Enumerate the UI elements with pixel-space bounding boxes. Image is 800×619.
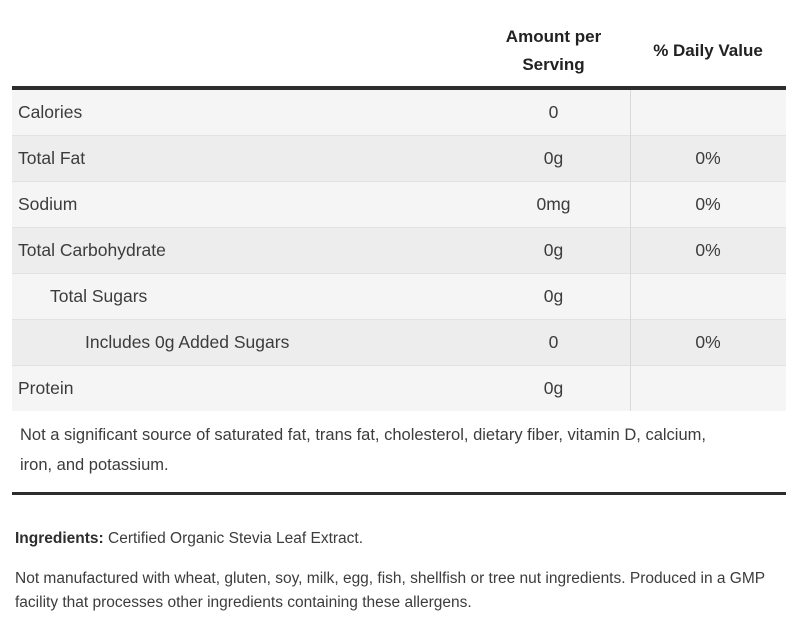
- table-row: Protein 0g: [12, 366, 786, 411]
- table-body: Calories 0 Total Fat 0g 0% Sodium 0mg 0% Total C…: [12, 86, 786, 411]
- row-amount-value: 0g: [543, 286, 564, 306]
- row-amount-value: 0mg: [536, 194, 571, 214]
- row-amount-value: 0g: [543, 378, 564, 398]
- column-divider: [630, 90, 631, 411]
- table-row: Total Fat 0g 0%: [12, 136, 786, 182]
- row-daily-value: 0%: [695, 194, 721, 214]
- table-row: Sodium 0mg 0%: [12, 182, 786, 228]
- row-amount-value: 0g: [543, 240, 564, 260]
- table-row: Calories 0: [12, 90, 786, 136]
- supplement-info: Ingredients: Certified Organic Stevia Le…: [15, 527, 785, 615]
- footnote: Not a significant source of saturated fa…: [12, 411, 740, 492]
- table-row: Includes 0g Added Sugars 0 0%: [12, 320, 786, 366]
- row-label: Total Fat: [18, 148, 86, 168]
- row-label: Total Carbohydrate: [18, 240, 166, 260]
- allergen-statement: Not manufactured with wheat, gluten, soy…: [15, 570, 765, 611]
- column-header-amount-per-serving: Amount per Serving: [505, 27, 602, 74]
- row-label: Sodium: [18, 194, 78, 214]
- ingredients-text: Certified Organic Stevia Leaf Extract.: [108, 530, 364, 547]
- table-row: Total Sugars 0g: [12, 274, 786, 320]
- table-header-row: Amount per Serving % Daily Value: [12, 0, 786, 86]
- ingredients-line: Ingredients: Certified Organic Stevia Le…: [15, 527, 785, 551]
- row-amount-value: 0: [548, 332, 559, 352]
- table-row: Total Carbohydrate 0g 0%: [12, 228, 786, 274]
- row-label: Protein: [18, 378, 74, 398]
- row-label: Total Sugars: [50, 286, 148, 306]
- row-label: Calories: [18, 102, 83, 122]
- row-amount-value: 0g: [543, 148, 564, 168]
- ingredients-label: Ingredients:: [15, 530, 104, 547]
- nutrition-table: Amount per Serving % Daily Value Calorie…: [12, 0, 786, 495]
- row-label: Includes 0g Added Sugars: [85, 332, 290, 352]
- row-daily-value: 0%: [695, 148, 721, 168]
- column-header-daily-value: % Daily Value: [653, 41, 763, 60]
- row-daily-value: 0%: [695, 240, 721, 260]
- row-amount-value: 0: [548, 102, 559, 122]
- row-daily-value: 0%: [695, 332, 721, 352]
